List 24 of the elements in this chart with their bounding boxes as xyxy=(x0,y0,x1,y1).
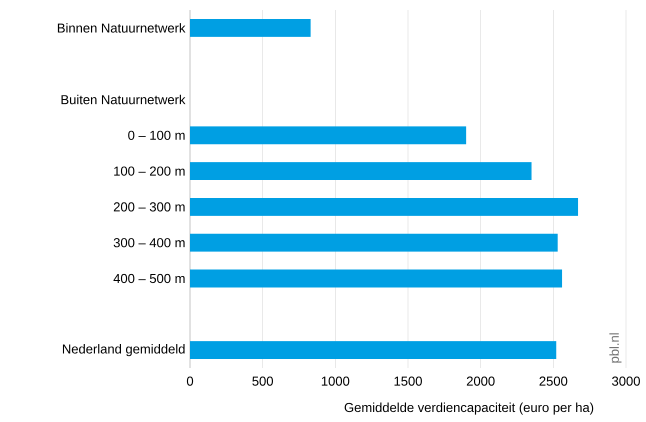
bar xyxy=(190,270,562,288)
y-tick-label: 0 – 100 m xyxy=(128,130,185,140)
bar xyxy=(190,162,532,180)
x-tick-label: 2000 xyxy=(466,376,495,386)
x-axis-title: Gemiddelde verdiencapaciteit (euro per ha) xyxy=(344,402,594,415)
x-tick-label: 3000 xyxy=(612,376,640,386)
y-tick-label: Buiten Natuurnetwerk xyxy=(62,94,186,104)
bar xyxy=(190,341,556,360)
y-tick-label: 100 – 200 m xyxy=(114,166,185,176)
y-tick-label: 300 – 400 m xyxy=(114,238,185,248)
y-tick-label: Binnen Natuurnetwerk xyxy=(58,23,186,33)
x-tick-label: 1000 xyxy=(322,376,350,386)
y-tick-label: 200 – 300 m xyxy=(114,202,185,212)
bar xyxy=(190,126,466,144)
x-tick-label: 1500 xyxy=(394,376,422,386)
x-tick-label: 2500 xyxy=(540,376,568,386)
x-tick-label: 0 xyxy=(186,376,194,386)
y-tick-label: Nederland gemiddeld xyxy=(62,344,185,356)
x-tick-label: 500 xyxy=(252,376,273,386)
annotation: pbl.nl xyxy=(609,333,622,363)
bar xyxy=(190,18,311,37)
bar xyxy=(190,198,578,216)
y-tick-label: 400 – 500 m xyxy=(113,274,185,284)
bar xyxy=(190,234,558,252)
